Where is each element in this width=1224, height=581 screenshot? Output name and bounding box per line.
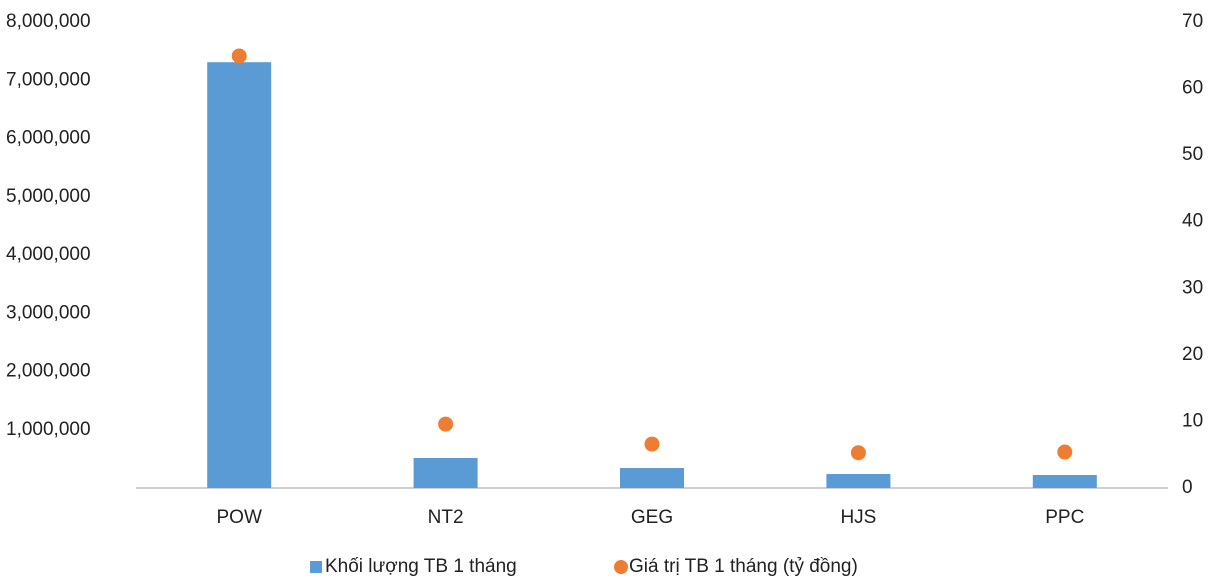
y-tick-label: 3,000,000 bbox=[6, 302, 91, 323]
y2-tick-label: 10 bbox=[1182, 410, 1203, 431]
legend-label: Khối lượng TB 1 tháng bbox=[325, 556, 517, 577]
legend-swatch bbox=[310, 561, 322, 573]
point bbox=[644, 436, 660, 452]
y2-tick-label: 50 bbox=[1182, 144, 1203, 165]
x-tick-label: POW bbox=[217, 507, 262, 528]
point bbox=[231, 48, 247, 64]
y2-tick-label: 20 bbox=[1182, 344, 1203, 365]
point bbox=[1057, 444, 1073, 460]
y-tick-label: 1,000,000 bbox=[6, 419, 91, 440]
point bbox=[850, 445, 866, 461]
bar bbox=[413, 458, 478, 488]
point bbox=[438, 416, 454, 432]
y2-tick-label: 40 bbox=[1182, 211, 1203, 232]
y2-tick-label: 70 bbox=[1182, 11, 1203, 32]
y-tick-label: 6,000,000 bbox=[6, 128, 91, 149]
bar bbox=[207, 62, 272, 488]
y-tick-label: 8,000,000 bbox=[6, 11, 91, 32]
y2-tick-label: 0 bbox=[1182, 477, 1193, 498]
y-tick-label: 4,000,000 bbox=[6, 244, 91, 265]
legend-swatch bbox=[614, 560, 628, 574]
y-tick-label: 7,000,000 bbox=[6, 69, 91, 90]
y2-tick-label: 60 bbox=[1182, 78, 1203, 99]
bar bbox=[620, 468, 684, 488]
legend-label: Giá trị TB 1 tháng (tỷ đồng) bbox=[629, 556, 858, 577]
y-tick-label: 5,000,000 bbox=[6, 186, 91, 207]
x-tick-label: NT2 bbox=[428, 507, 464, 528]
x-tick-label: PPC bbox=[1045, 507, 1084, 528]
x-tick-label: HJS bbox=[840, 507, 876, 528]
y-tick-label: 2,000,000 bbox=[6, 361, 91, 382]
bar bbox=[826, 474, 891, 488]
bar bbox=[1032, 475, 1097, 488]
y2-tick-label: 30 bbox=[1182, 277, 1203, 298]
x-tick-label: GEG bbox=[631, 507, 673, 528]
